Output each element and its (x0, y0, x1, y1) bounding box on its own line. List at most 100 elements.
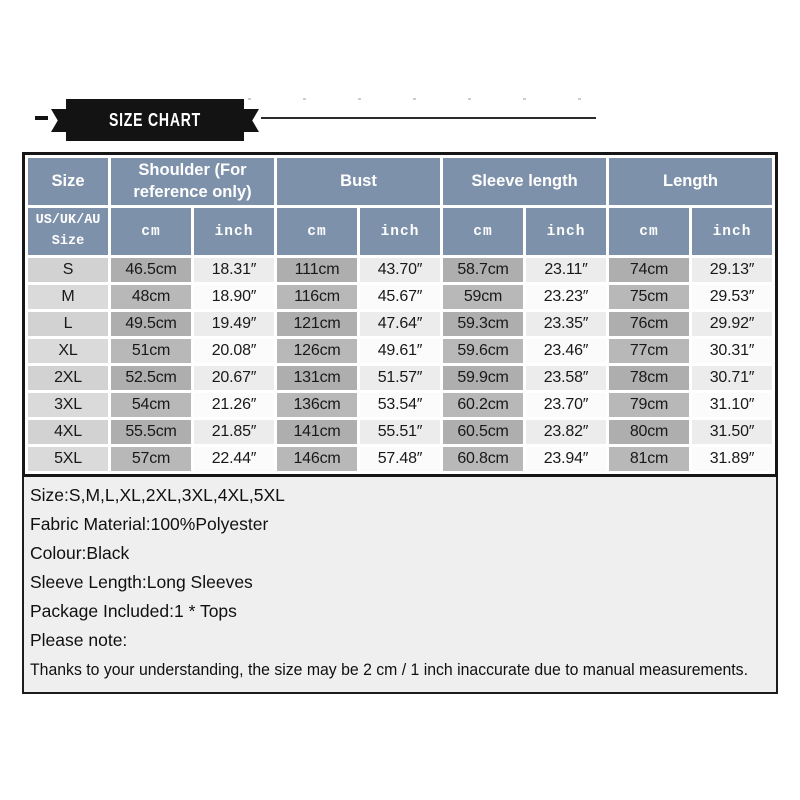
cm-value-cell: 46.5cm (111, 258, 191, 282)
cm-value-cell: 60.2cm (443, 393, 523, 417)
cm-value-cell: 141cm (277, 420, 357, 444)
table-row: XL 51cm 20.08″ 126cm 49.61″ 59.6cm 23.46″ 77cm 3… (28, 339, 772, 363)
inch-value-cell: 23.94″ (526, 447, 606, 471)
inch-value-cell: 49.61″ (360, 339, 440, 363)
cm-value-cell: 49.5cm (111, 312, 191, 336)
inch-value-cell: 23.23″ (526, 285, 606, 309)
col-header-us-uk-au-size: US/UK/AU Size (28, 208, 108, 255)
cm-value-cell: 59.3cm (443, 312, 523, 336)
product-info-line: Package Included:1 * Tops (30, 601, 237, 621)
inch-value-cell: 45.67″ (360, 285, 440, 309)
cm-value-cell: 55.5cm (111, 420, 191, 444)
banner-title: SIZE CHART (108, 109, 202, 130)
inch-value-cell: 22.44″ (194, 447, 274, 471)
cm-value-cell: 81cm (609, 447, 689, 471)
left-edge-dash (35, 116, 48, 120)
cm-value-cell: 59.9cm (443, 366, 523, 390)
inch-value-cell: 23.82″ (526, 420, 606, 444)
col-header-shoulder: Shoulder (For reference only) (111, 158, 274, 205)
inch-value-cell: 20.67″ (194, 366, 274, 390)
size-chart-table: Size Shoulder (For reference only) Bust … (22, 152, 778, 477)
measurement-note: Thanks to your understanding, the size m… (30, 660, 748, 679)
inch-value-cell: 23.35″ (526, 312, 606, 336)
product-info-line: Size:S,M,L,XL,2XL,3XL,4XL,5XL (30, 485, 285, 505)
product-info-line: Fabric Material:100%Polyester (30, 514, 269, 534)
inch-value-cell: 30.71″ (692, 366, 772, 390)
unit-header-inch: inch (692, 208, 772, 255)
inch-value-cell: 31.10″ (692, 393, 772, 417)
inch-value-cell: 47.64″ (360, 312, 440, 336)
cm-value-cell: 77cm (609, 339, 689, 363)
product-info-lines: Size:S,M,L,XL,2XL,3XL,4XL,5XL Fabric Mate… (30, 481, 770, 655)
group-header-row: Size Shoulder (For reference only) Bust … (28, 158, 772, 205)
inch-value-cell: 21.26″ (194, 393, 274, 417)
size-cell: M (28, 285, 108, 309)
inch-value-cell: 31.89″ (692, 447, 772, 471)
size-cell: 4XL (28, 420, 108, 444)
inch-value-cell: 51.57″ (360, 366, 440, 390)
unit-header-inch: inch (526, 208, 606, 255)
inch-value-cell: 29.53″ (692, 285, 772, 309)
table-row: 3XL 54cm 21.26″ 136cm 53.54″ 60.2cm 23.70″ 79cm… (28, 393, 772, 417)
cm-value-cell: 51cm (111, 339, 191, 363)
cm-value-cell: 54cm (111, 393, 191, 417)
table-row: 4XL 55.5cm 21.85″ 141cm 55.51″ 60.5cm 23.82″ 80… (28, 420, 772, 444)
table-row: 2XL 52.5cm 20.67″ 131cm 51.57″ 59.9cm 23.58″ 78… (28, 366, 772, 390)
inch-value-cell: 31.50″ (692, 420, 772, 444)
cm-value-cell: 79cm (609, 393, 689, 417)
ribbon-right-tail (244, 109, 259, 132)
inch-value-cell: 18.90″ (194, 285, 274, 309)
cm-value-cell: 126cm (277, 339, 357, 363)
product-info-line: Colour:Black (30, 543, 130, 563)
size-cell: XL (28, 339, 108, 363)
col-header-length: Length (609, 158, 772, 205)
col-header-size: Size (28, 158, 108, 205)
cm-value-cell: 59cm (443, 285, 523, 309)
product-notes-box: Size:S,M,L,XL,2XL,3XL,4XL,5XL Fabric Mate… (22, 477, 778, 694)
cm-value-cell: 75cm (609, 285, 689, 309)
table-row: L 49.5cm 19.49″ 121cm 47.64″ 59.3cm 23.35″ 76cm… (28, 312, 772, 336)
inch-value-cell: 23.58″ (526, 366, 606, 390)
product-info-line: Please note: (30, 630, 128, 650)
size-cell: L (28, 312, 108, 336)
unit-header-cm: cm (277, 208, 357, 255)
inch-value-cell: 18.31″ (194, 258, 274, 282)
inch-value-cell: 21.85″ (194, 420, 274, 444)
inch-value-cell: 43.70″ (360, 258, 440, 282)
inch-value-cell: 55.51″ (360, 420, 440, 444)
inch-value-cell: 23.11″ (526, 258, 606, 282)
cm-value-cell: 57cm (111, 447, 191, 471)
unit-header-cm: cm (443, 208, 523, 255)
col-header-bust: Bust (277, 158, 440, 205)
cm-value-cell: 136cm (277, 393, 357, 417)
size-cell: 3XL (28, 393, 108, 417)
inch-value-cell: 23.46″ (526, 339, 606, 363)
size-cell: 2XL (28, 366, 108, 390)
table-row: S 46.5cm 18.31″ 111cm 43.70″ 58.7cm 23.11″ 74cm… (28, 258, 772, 282)
cm-value-cell: 59.6cm (443, 339, 523, 363)
inch-value-cell: 29.13″ (692, 258, 772, 282)
unit-header-inch: inch (360, 208, 440, 255)
cm-value-cell: 48cm (111, 285, 191, 309)
inch-value-cell: 30.31″ (692, 339, 772, 363)
decor-dotted-line (248, 98, 592, 100)
cm-value-cell: 78cm (609, 366, 689, 390)
product-info-line: Sleeve Length:Long Sleeves (30, 572, 253, 592)
cm-value-cell: 60.8cm (443, 447, 523, 471)
size-table-body: S 46.5cm 18.31″ 111cm 43.70″ 58.7cm 23.11″ 74cm… (28, 258, 772, 471)
cm-value-cell: 121cm (277, 312, 357, 336)
cm-value-cell: 80cm (609, 420, 689, 444)
cm-value-cell: 76cm (609, 312, 689, 336)
table-row: 5XL 57cm 22.44″ 146cm 57.48″ 60.8cm 23.94″ 81cm… (28, 447, 772, 471)
inch-value-cell: 23.70″ (526, 393, 606, 417)
cm-value-cell: 116cm (277, 285, 357, 309)
inch-value-cell: 53.54″ (360, 393, 440, 417)
inch-value-cell: 57.48″ (360, 447, 440, 471)
decor-rule-line (261, 117, 596, 119)
unit-header-row: US/UK/AU Size cm inch cm inch cm inch cm… (28, 208, 772, 255)
size-chart-banner: SIZE CHART (66, 99, 244, 141)
inch-value-cell: 19.49″ (194, 312, 274, 336)
unit-header-cm: cm (111, 208, 191, 255)
ribbon-left-tail (51, 109, 66, 132)
